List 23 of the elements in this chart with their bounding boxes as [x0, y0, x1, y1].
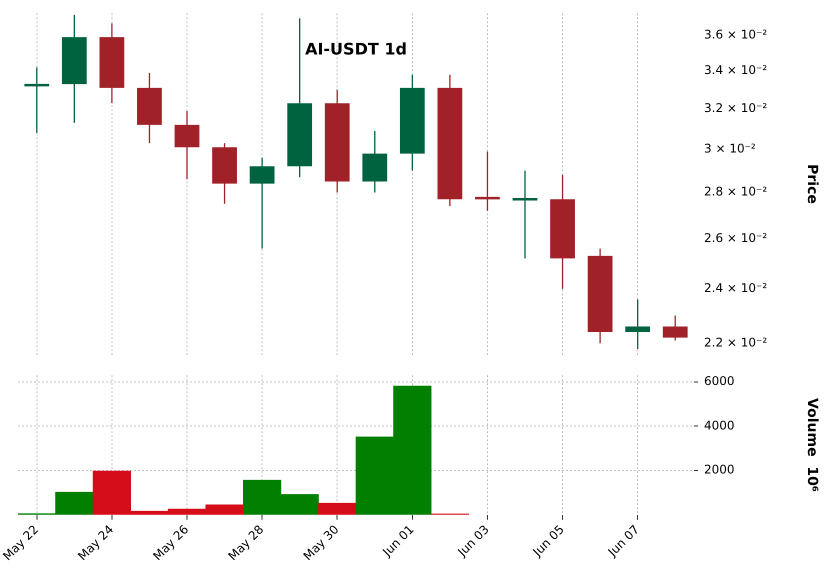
y-tick-label: 2.2 × 10⁻²	[704, 335, 768, 350]
y-tick-label: 3.2 × 10⁻²	[704, 101, 768, 116]
y-tick-label: 2.4 × 10⁻²	[704, 281, 768, 296]
y-axis-title: Volume 10⁶	[804, 398, 820, 492]
x-tick-label: Jun 05	[530, 522, 567, 560]
candlestick	[475, 150, 500, 212]
y-axis-title: Price	[804, 164, 820, 204]
text: AI-USDT 1d	[305, 39, 407, 58]
bar	[318, 502, 356, 515]
y-tick-label: 2000	[704, 462, 735, 477]
y-tick-label: 3.4 × 10⁻²	[704, 63, 768, 78]
y-tick-label: 3.6 × 10⁻²	[704, 28, 768, 42]
y-tick-label: 2.8 × 10⁻²	[704, 184, 768, 199]
y-tick-label: 4000	[704, 418, 735, 432]
x-tick-label: Jun 03	[454, 522, 492, 560]
y-tick-label: 2.6 × 10⁻²	[704, 230, 768, 245]
x-tick-label: Jun 01	[379, 522, 417, 560]
candlestick	[625, 298, 650, 350]
y-tick-label: 6000	[704, 374, 735, 388]
x-tick-label: Jun 07	[604, 522, 642, 560]
candlestick	[512, 170, 538, 260]
candlestick	[24, 66, 50, 134]
y-tick-label: 3 × 10⁻²	[704, 142, 756, 156]
